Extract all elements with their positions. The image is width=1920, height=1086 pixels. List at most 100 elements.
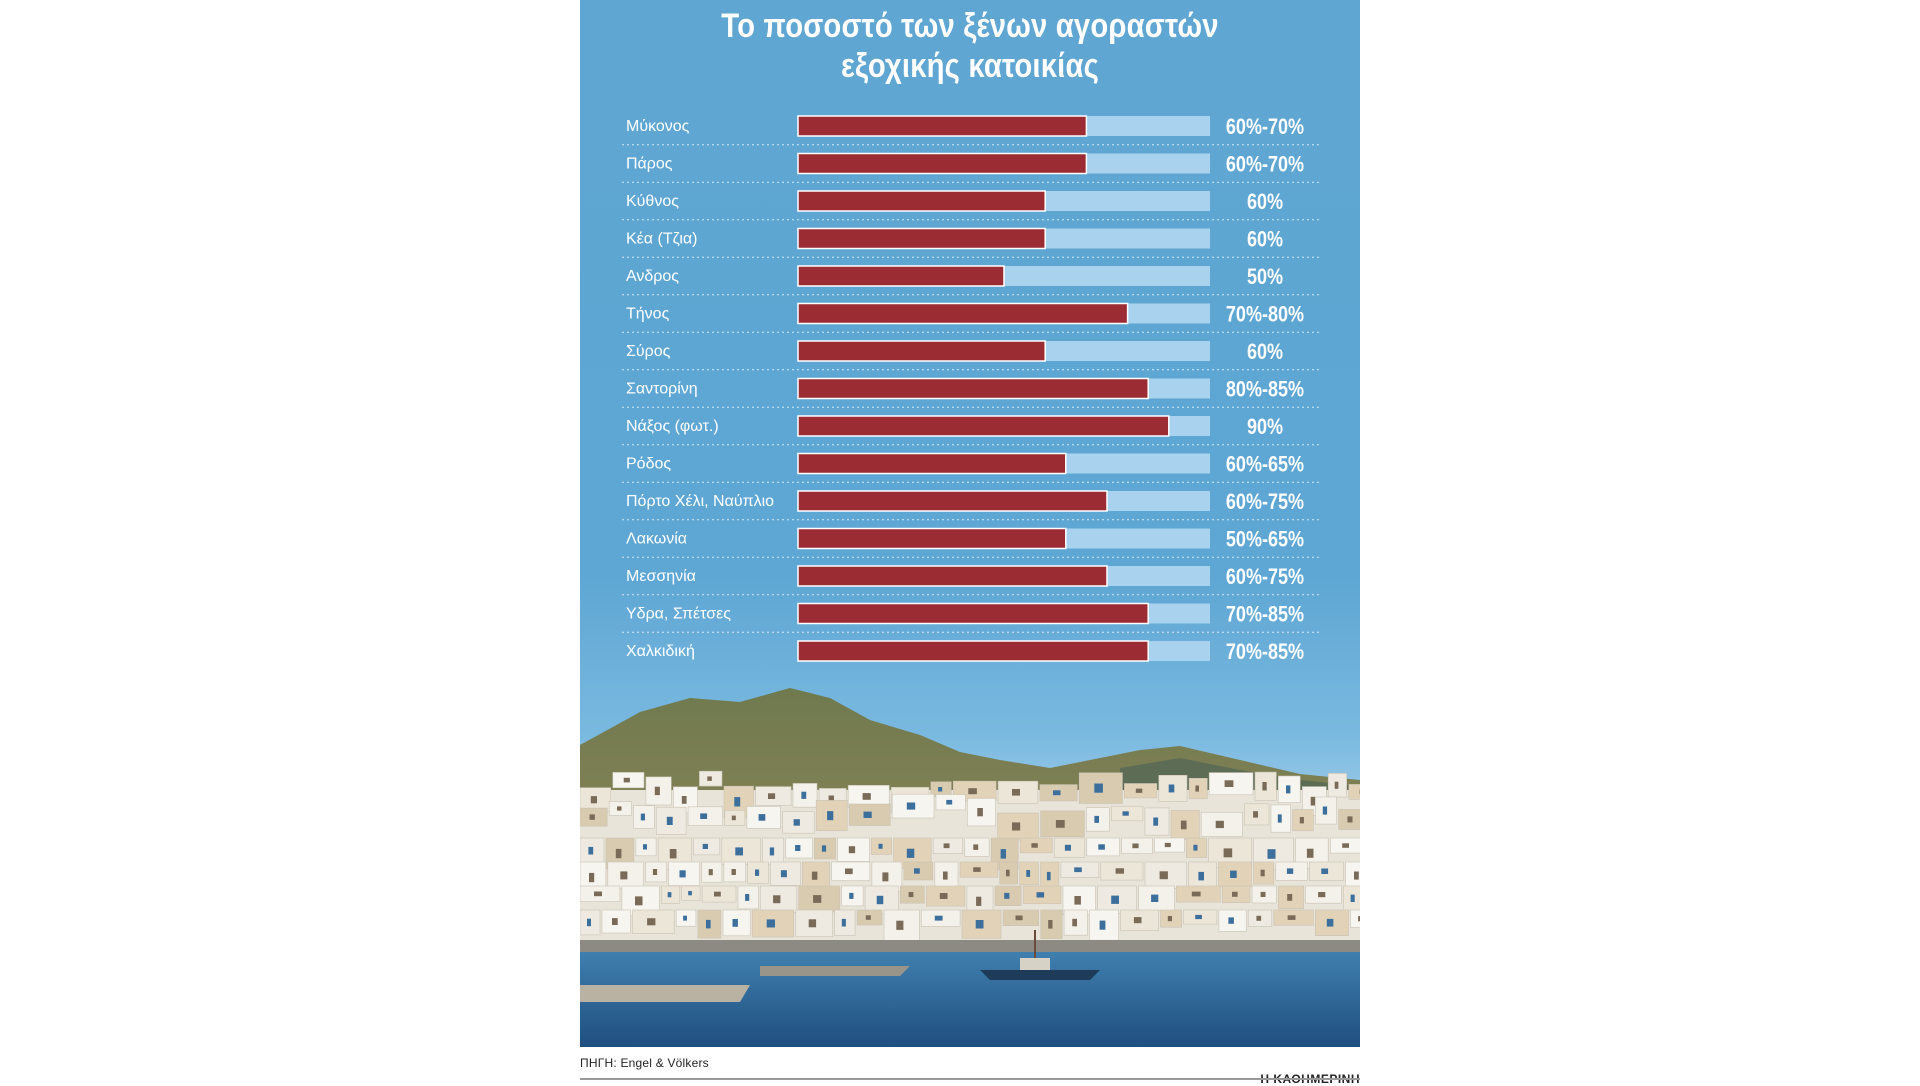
bar bbox=[798, 529, 1066, 549]
category-label: Σύρος bbox=[626, 343, 671, 360]
window bbox=[1168, 916, 1172, 921]
window bbox=[1351, 895, 1355, 902]
category-label: Κέα (Τζια) bbox=[626, 231, 698, 248]
window bbox=[795, 845, 800, 851]
window bbox=[1074, 867, 1082, 872]
bar bbox=[798, 379, 1148, 399]
bar bbox=[798, 454, 1066, 474]
window bbox=[1153, 818, 1158, 826]
window bbox=[1354, 872, 1359, 880]
window bbox=[643, 844, 647, 849]
window bbox=[1123, 811, 1129, 815]
window bbox=[1311, 797, 1316, 806]
window bbox=[1358, 916, 1360, 921]
bar bbox=[798, 566, 1107, 586]
window bbox=[1048, 920, 1052, 929]
window bbox=[620, 871, 627, 879]
window bbox=[940, 893, 948, 899]
value-label: 60%-75% bbox=[1226, 565, 1304, 589]
bar bbox=[798, 304, 1128, 324]
window bbox=[1323, 807, 1327, 815]
window bbox=[616, 849, 622, 858]
window bbox=[1165, 843, 1171, 847]
window bbox=[801, 792, 806, 799]
window bbox=[1001, 849, 1006, 859]
window bbox=[781, 870, 787, 877]
window bbox=[1268, 849, 1276, 859]
window bbox=[864, 812, 872, 818]
bar bbox=[798, 416, 1169, 436]
window bbox=[1074, 896, 1081, 905]
window bbox=[653, 869, 657, 875]
window bbox=[1262, 782, 1266, 791]
window bbox=[1335, 782, 1339, 789]
window bbox=[1006, 870, 1010, 877]
window bbox=[707, 776, 712, 781]
window bbox=[976, 897, 981, 906]
window bbox=[755, 870, 759, 876]
window bbox=[877, 896, 884, 904]
category-label: Λακωνία bbox=[626, 531, 687, 548]
window bbox=[732, 816, 736, 821]
window bbox=[827, 811, 833, 820]
value-label: 60%-70% bbox=[1226, 115, 1304, 139]
harbor-photo bbox=[580, 640, 1360, 1047]
window bbox=[680, 870, 686, 877]
window bbox=[1327, 919, 1334, 927]
value-label: 70%-85% bbox=[1226, 603, 1304, 627]
window bbox=[733, 919, 738, 927]
value-label: 60%-75% bbox=[1226, 490, 1304, 514]
window bbox=[589, 873, 594, 882]
window bbox=[641, 814, 645, 821]
window bbox=[590, 814, 595, 819]
window bbox=[1026, 870, 1030, 877]
window bbox=[977, 808, 983, 816]
bar bbox=[798, 191, 1045, 211]
window bbox=[635, 896, 643, 905]
window bbox=[1116, 868, 1124, 873]
window bbox=[1307, 849, 1314, 858]
window bbox=[973, 867, 981, 872]
window bbox=[976, 920, 984, 929]
window bbox=[670, 849, 677, 858]
window bbox=[1004, 893, 1009, 899]
window bbox=[703, 844, 708, 849]
window bbox=[1287, 894, 1292, 901]
window bbox=[968, 788, 977, 794]
window bbox=[1098, 844, 1105, 849]
bar bbox=[798, 341, 1045, 361]
window bbox=[1261, 870, 1265, 877]
category-label: Πάρος bbox=[626, 156, 673, 173]
category-label: Νάξος (φωτ.) bbox=[626, 418, 719, 435]
category-label: Κύθνος bbox=[626, 193, 679, 210]
window bbox=[732, 869, 736, 875]
window bbox=[1012, 822, 1020, 830]
window bbox=[1253, 811, 1258, 817]
window bbox=[1342, 843, 1349, 848]
bar bbox=[798, 491, 1107, 511]
window bbox=[773, 895, 780, 903]
category-label: Πόρτο Χέλι, Ναύπλιο bbox=[626, 493, 774, 510]
window bbox=[1261, 892, 1266, 897]
window bbox=[682, 796, 687, 804]
window bbox=[655, 787, 660, 795]
category-label: Σαντορίνη bbox=[626, 381, 698, 398]
bar bbox=[798, 229, 1045, 249]
window bbox=[1132, 844, 1138, 849]
window bbox=[1216, 821, 1224, 828]
window bbox=[1192, 892, 1201, 897]
window bbox=[1286, 785, 1290, 793]
window bbox=[624, 778, 630, 783]
category-label: Τήνος bbox=[626, 306, 670, 323]
window bbox=[617, 806, 622, 810]
value-label: 50% bbox=[1247, 265, 1283, 289]
window bbox=[863, 793, 871, 800]
window bbox=[591, 796, 597, 803]
window bbox=[1151, 895, 1158, 902]
window bbox=[1195, 786, 1199, 792]
window bbox=[1198, 872, 1204, 881]
bar bbox=[798, 266, 1004, 286]
window bbox=[735, 847, 743, 855]
window bbox=[1228, 917, 1234, 923]
category-label: Ανδρος bbox=[626, 268, 679, 285]
